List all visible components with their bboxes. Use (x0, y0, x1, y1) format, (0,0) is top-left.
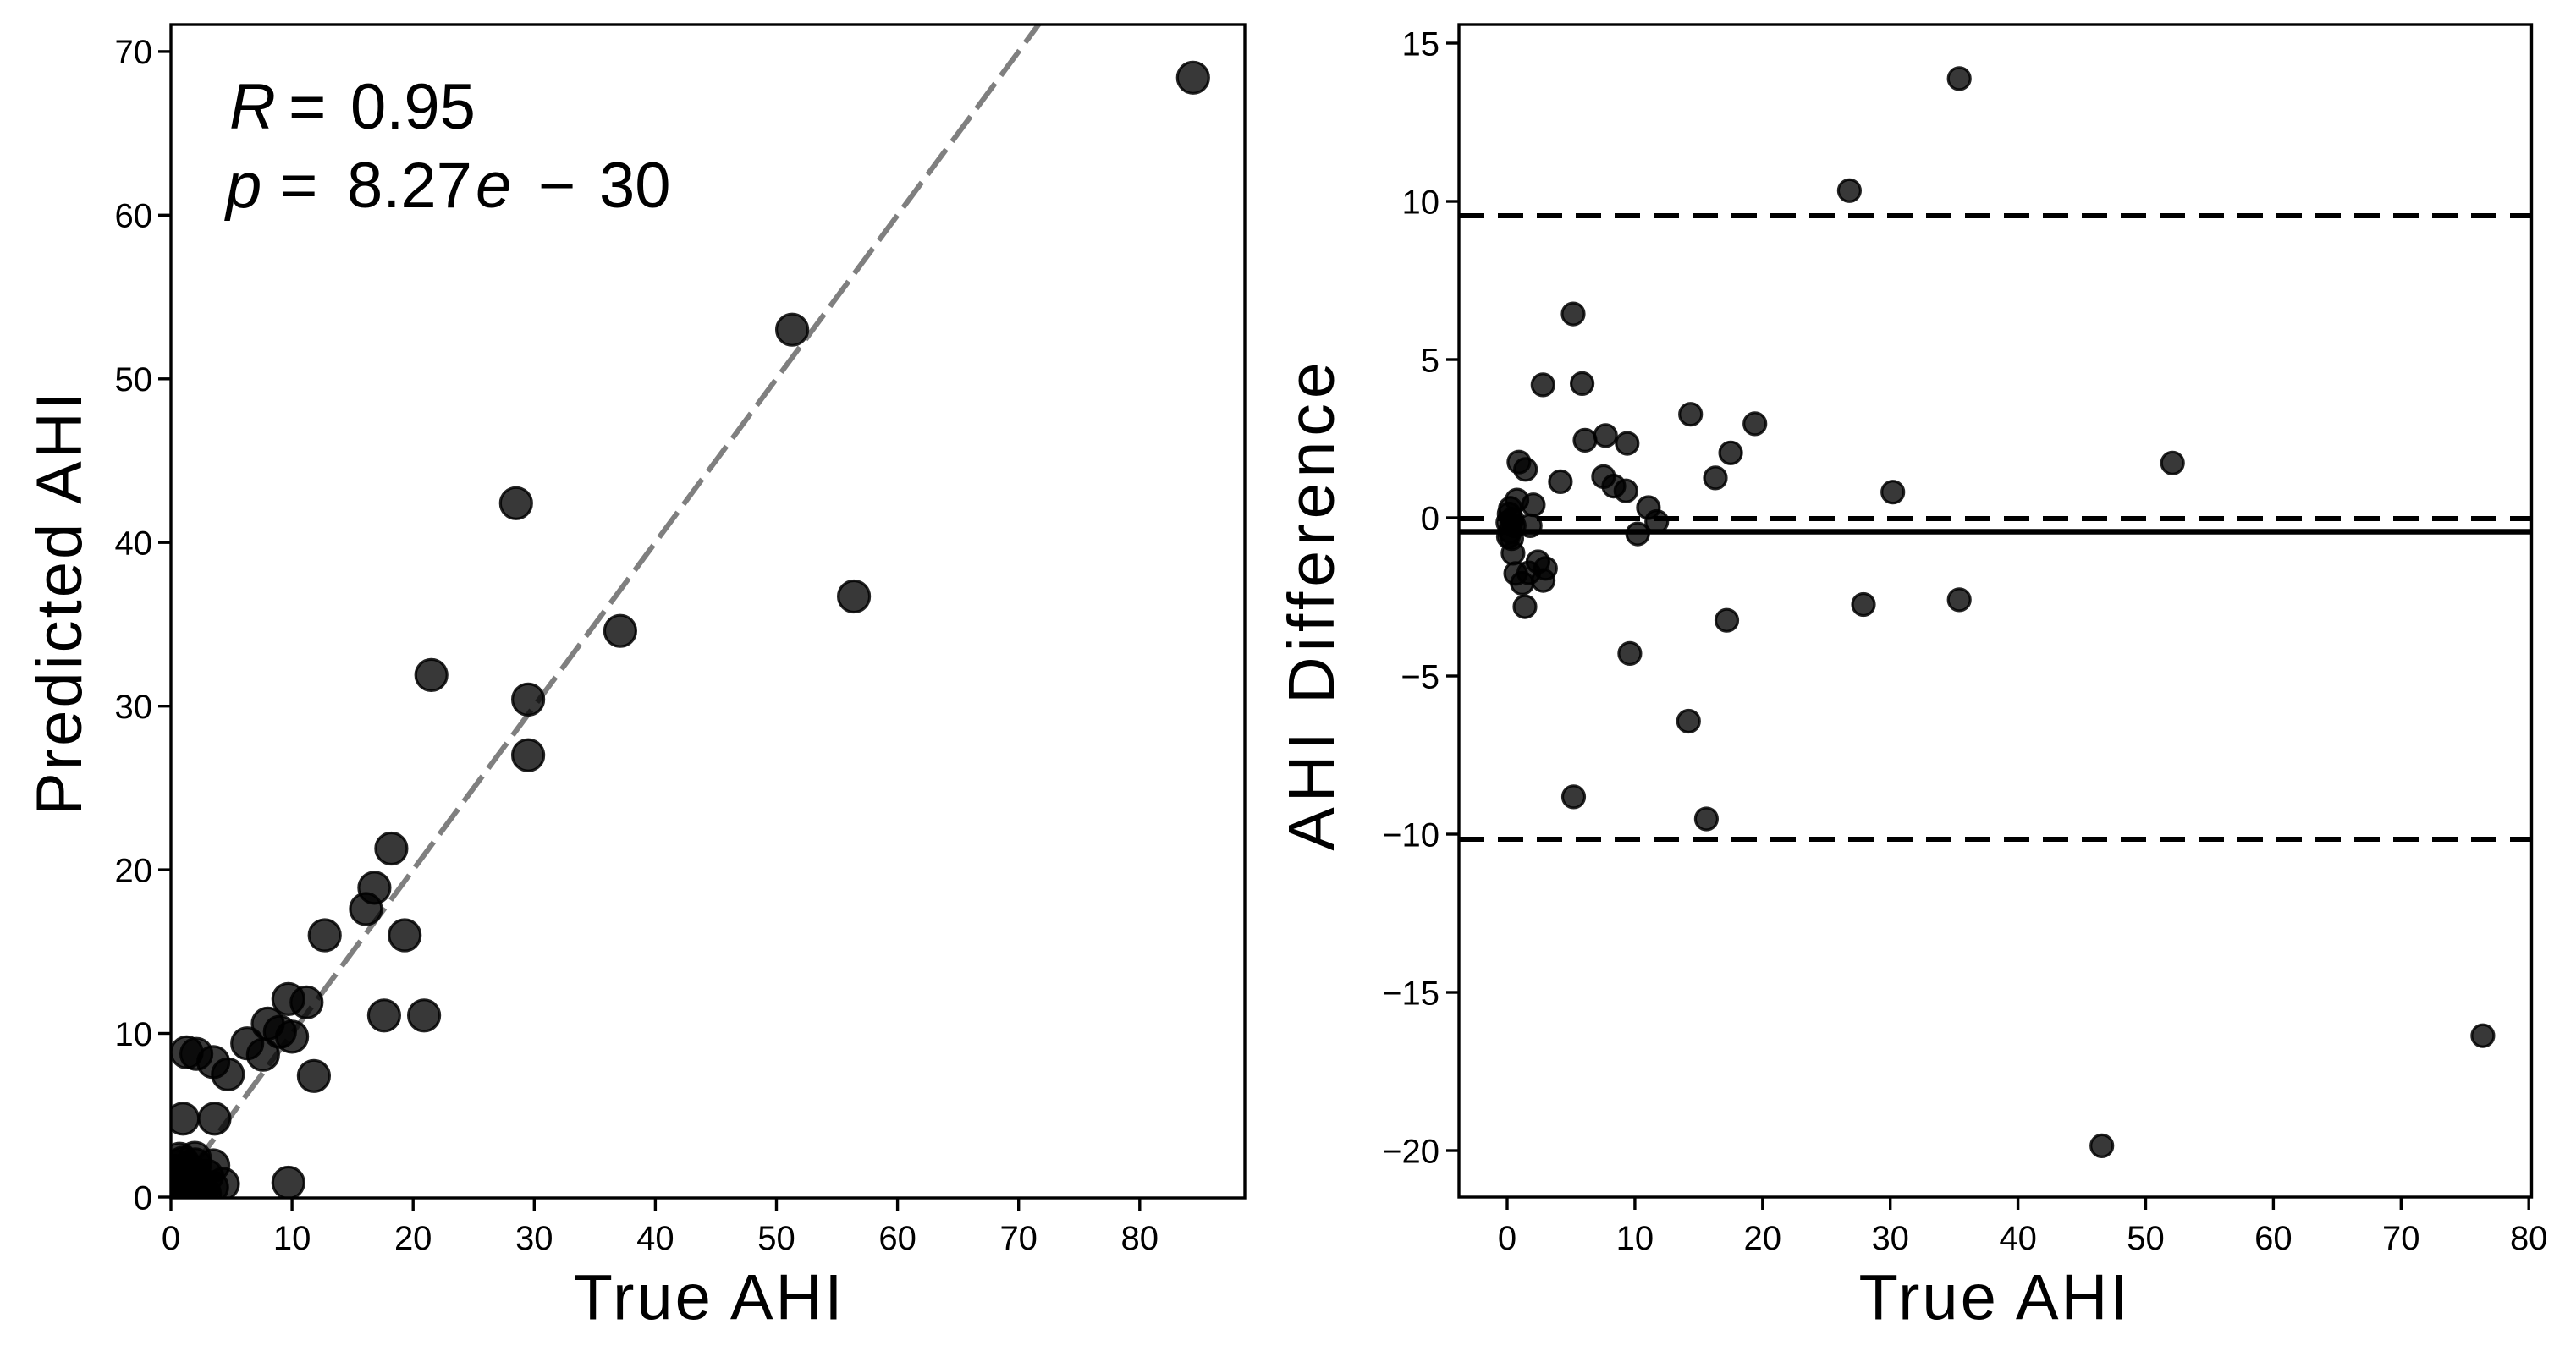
svg-text:10: 10 (1616, 1220, 1654, 1257)
svg-text:10: 10 (1402, 184, 1440, 221)
svg-text:10: 10 (273, 1220, 311, 1257)
svg-text:20: 20 (115, 852, 153, 889)
svg-text:30: 30 (115, 689, 153, 726)
svg-text:50: 50 (757, 1220, 795, 1257)
svg-text:70: 70 (115, 34, 153, 71)
svg-text:50: 50 (115, 361, 153, 398)
svg-text:−15: −15 (1382, 975, 1439, 1012)
svg-text:−10: −10 (1382, 816, 1439, 854)
svg-text:R=0.95: R = 0.95 (229, 71, 476, 143)
svg-text:70: 70 (999, 1220, 1038, 1257)
svg-text:p=8.27e−30: p = 8.27e −30 (224, 150, 671, 222)
svg-text:0: 0 (134, 1179, 152, 1217)
svg-text:80: 80 (1121, 1220, 1159, 1257)
svg-text:15: 15 (1402, 25, 1440, 63)
svg-text:60: 60 (2254, 1220, 2293, 1257)
svg-text:AHI Difference: AHI Difference (1275, 357, 1348, 850)
svg-text:0: 0 (1421, 500, 1439, 537)
svg-text:0: 0 (1498, 1220, 1516, 1257)
svg-text:60: 60 (878, 1220, 916, 1257)
svg-text:70: 70 (2382, 1220, 2420, 1257)
svg-text:80: 80 (2510, 1220, 2548, 1257)
svg-text:Predicted AHI: Predicted AHI (24, 389, 96, 816)
svg-text:40: 40 (1999, 1220, 2037, 1257)
svg-text:40: 40 (115, 525, 153, 563)
svg-text:20: 20 (394, 1220, 432, 1257)
svg-text:−5: −5 (1401, 658, 1439, 695)
svg-text:30: 30 (1871, 1220, 1909, 1257)
svg-text:30: 30 (515, 1220, 553, 1257)
svg-text:5: 5 (1421, 342, 1439, 379)
svg-text:−20: −20 (1382, 1133, 1439, 1170)
svg-text:True AHI: True AHI (1858, 1262, 2130, 1334)
svg-text:0: 0 (162, 1220, 180, 1257)
svg-text:40: 40 (636, 1220, 674, 1257)
svg-text:20: 20 (1744, 1220, 1782, 1257)
svg-text:10: 10 (115, 1016, 153, 1053)
svg-text:60: 60 (115, 198, 153, 235)
svg-text:True AHI: True AHI (573, 1262, 845, 1334)
svg-text:50: 50 (2127, 1220, 2165, 1257)
